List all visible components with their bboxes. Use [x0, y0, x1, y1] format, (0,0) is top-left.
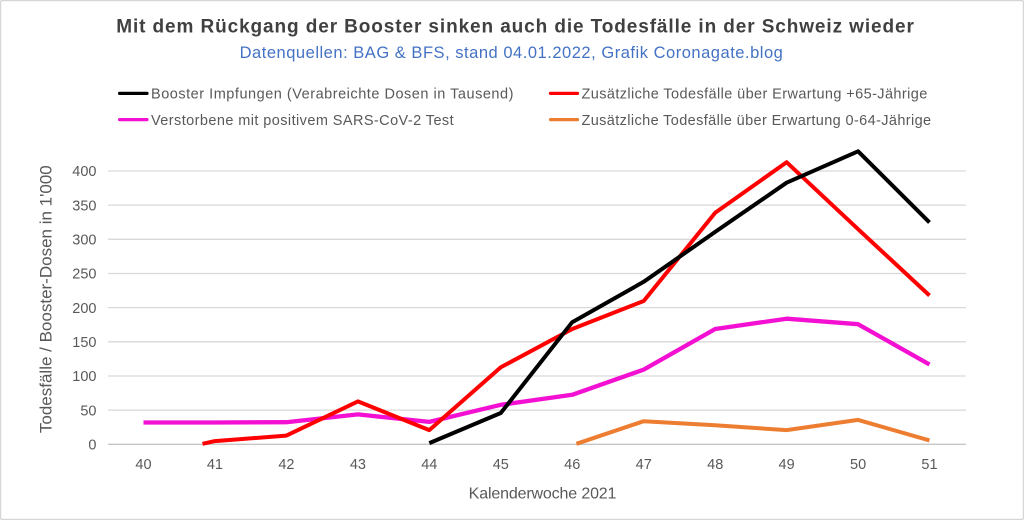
svg-text:200: 200: [72, 301, 96, 317]
svg-text:100: 100: [72, 369, 96, 385]
svg-text:300: 300: [72, 233, 96, 249]
svg-text:Datenquellen: BAG & BFS, stand: Datenquellen: BAG & BFS, stand 04.01.202…: [240, 44, 784, 62]
svg-text:45: 45: [493, 457, 509, 473]
svg-text:50: 50: [850, 457, 866, 473]
svg-text:Zusätzliche Todesfälle über Er: Zusätzliche Todesfälle über Erwartung +6…: [582, 87, 928, 103]
svg-text:0: 0: [88, 438, 96, 454]
svg-text:51: 51: [921, 457, 937, 473]
svg-text:42: 42: [278, 457, 294, 473]
svg-text:47: 47: [636, 457, 652, 473]
svg-text:43: 43: [350, 457, 366, 473]
svg-text:41: 41: [207, 457, 223, 473]
svg-text:150: 150: [72, 335, 96, 351]
svg-text:49: 49: [779, 457, 795, 473]
svg-text:400: 400: [72, 164, 96, 180]
svg-text:250: 250: [72, 267, 96, 283]
svg-text:Kalenderwoche 2021: Kalenderwoche 2021: [469, 485, 617, 502]
svg-text:50: 50: [80, 403, 96, 419]
svg-text:48: 48: [707, 457, 723, 473]
svg-text:Booster Impfungen (Verabreicht: Booster Impfungen (Verabreichte Dosen in…: [151, 87, 514, 103]
svg-text:40: 40: [135, 457, 151, 473]
svg-text:350: 350: [72, 198, 96, 214]
svg-text:Mit dem Rückgang der Booster s: Mit dem Rückgang der Booster sinken auch…: [116, 16, 915, 37]
svg-text:Verstorbene mit positivem SARS: Verstorbene mit positivem SARS-CoV-2 Tes…: [151, 113, 454, 129]
svg-text:46: 46: [564, 457, 580, 473]
svg-text:Zusätzliche Todesfälle über Er: Zusätzliche Todesfälle über Erwartung 0-…: [582, 113, 932, 129]
svg-text:Todesfälle / Booster-Dosen in: Todesfälle / Booster-Dosen in 1'000: [37, 165, 56, 433]
svg-text:44: 44: [421, 457, 437, 473]
